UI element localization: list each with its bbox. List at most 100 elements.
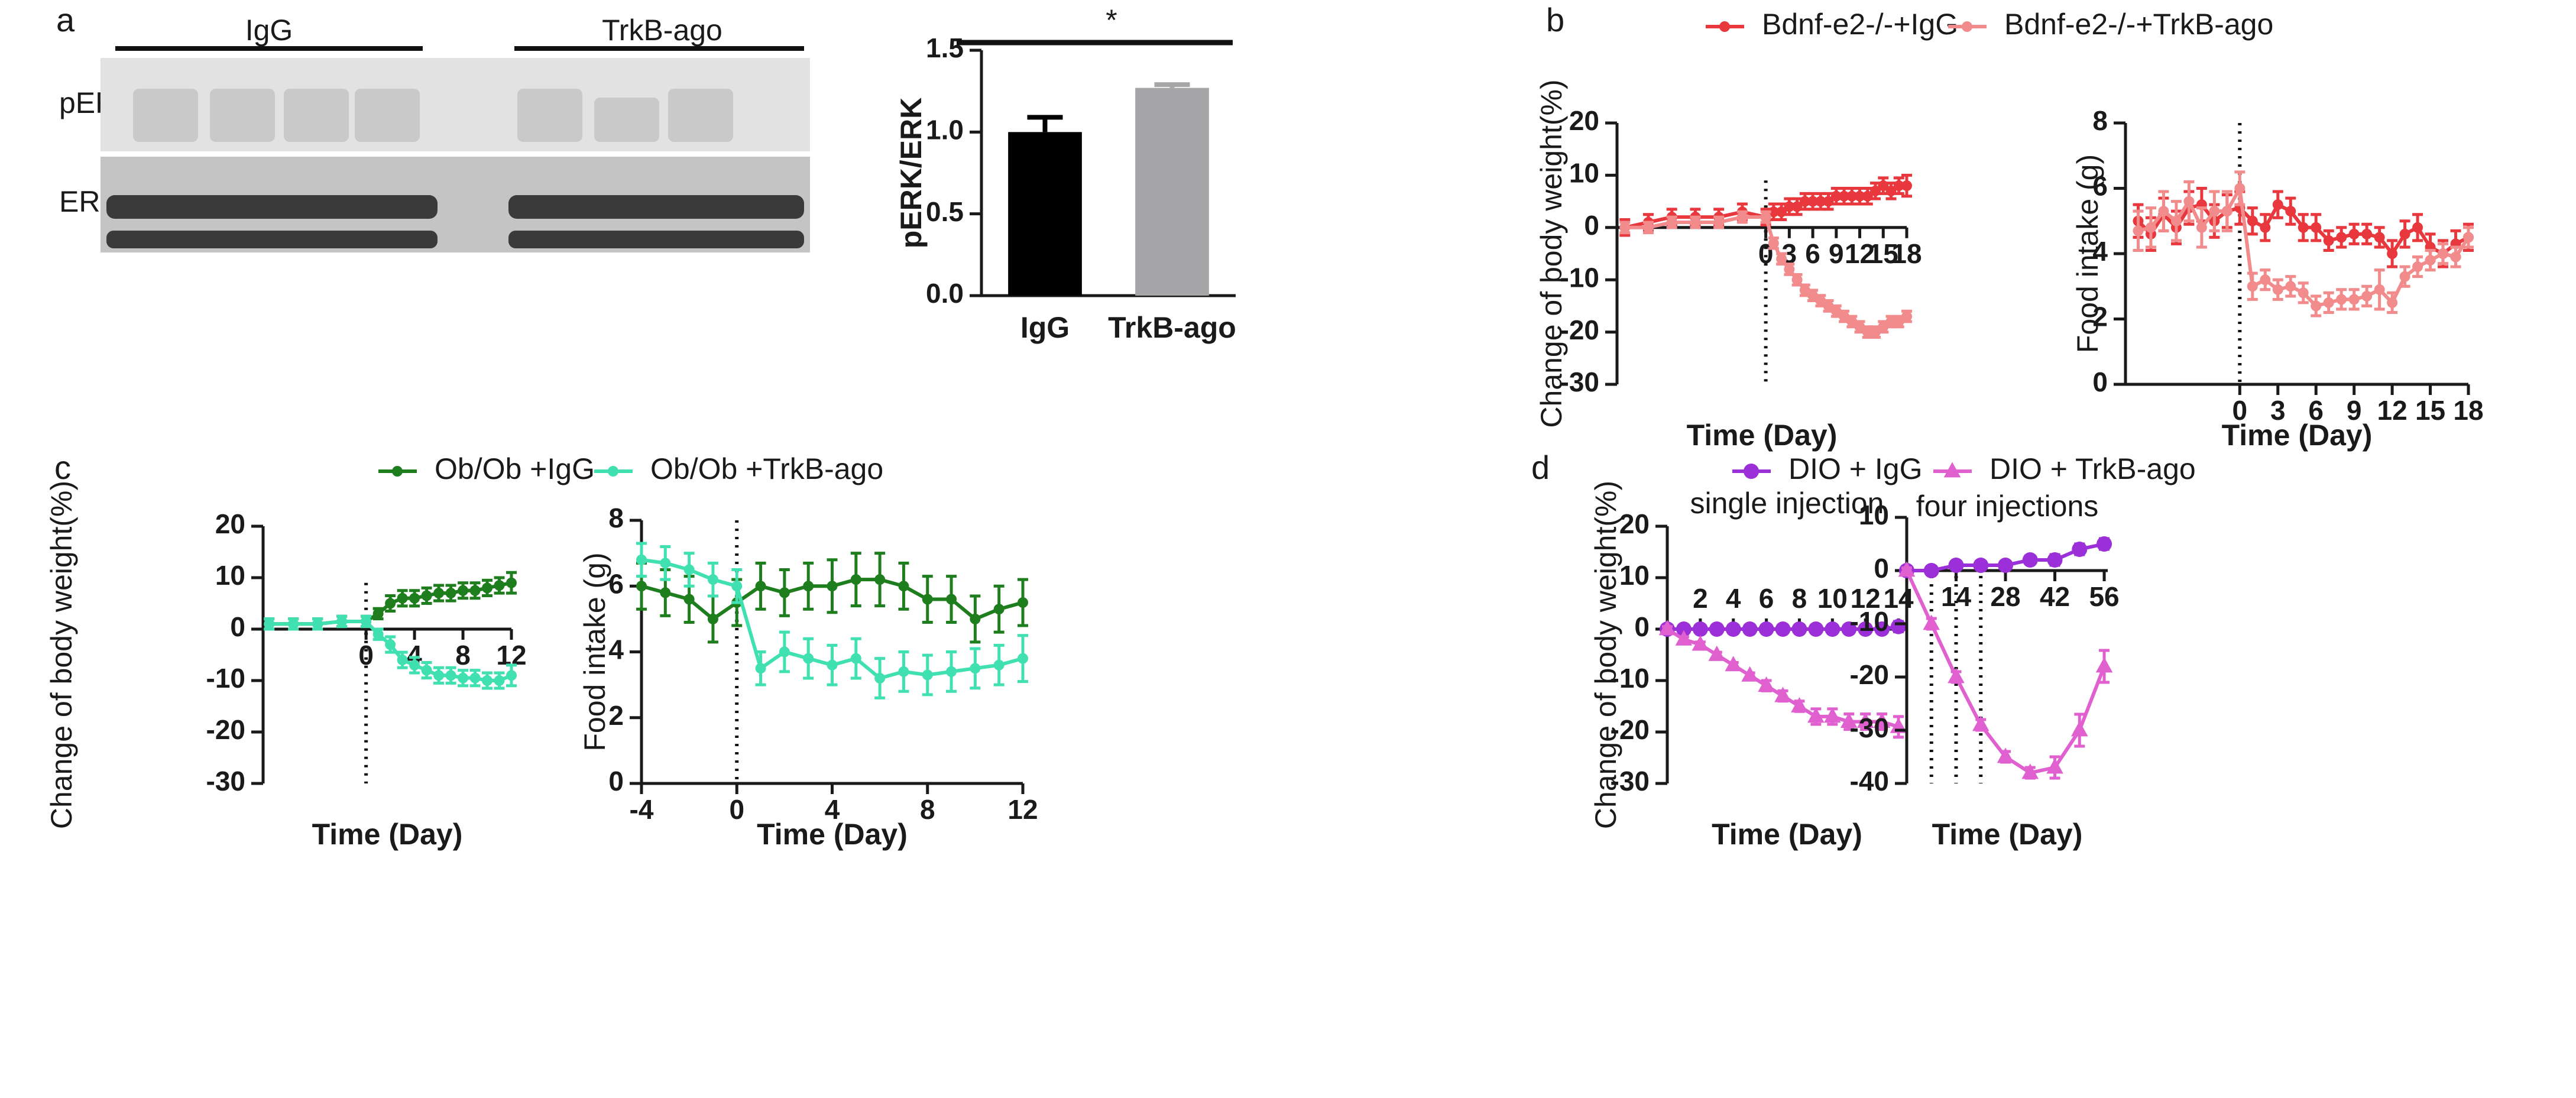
data-point	[922, 594, 933, 605]
data-point	[2336, 294, 2347, 305]
data-point	[2022, 552, 2038, 568]
data-point	[2158, 206, 2169, 217]
data-point	[874, 673, 886, 684]
y-tick-label: 0.0	[926, 278, 964, 309]
x-tick-label: 14	[1941, 581, 1972, 612]
data-point	[397, 592, 408, 604]
x-tick-label: 15	[1868, 238, 1898, 269]
data-point	[1948, 558, 1964, 573]
data-point	[2374, 232, 2385, 243]
x-tick-label: 14	[1883, 583, 1914, 614]
data-point	[1840, 712, 1858, 728]
data-point	[970, 663, 981, 674]
data-point	[827, 581, 838, 592]
data-point	[1736, 212, 1748, 223]
data-point	[2095, 657, 2113, 673]
y-tick-label: 1.0	[926, 114, 964, 145]
legend-label: Bdnf-e2-/-+IgG	[1762, 8, 1958, 41]
data-point	[1775, 621, 1791, 637]
y-tick-label: 0	[1874, 553, 1889, 584]
data-point	[288, 618, 299, 630]
data-point	[2285, 281, 2296, 292]
data-point	[1839, 190, 1850, 202]
y-axis-label: Food intake (g)	[578, 552, 611, 751]
x-axis-label: Time (Day)	[312, 818, 463, 851]
data-point	[2348, 228, 2360, 239]
data-point	[2145, 222, 2156, 233]
data-point	[2047, 552, 2063, 568]
bar	[1008, 132, 1082, 296]
data-point	[494, 580, 505, 591]
data-point	[1846, 316, 1858, 327]
x-tick-label: 4	[1726, 583, 1741, 614]
data-point	[1808, 621, 1824, 637]
y-tick-label: 2	[608, 700, 624, 731]
data-point	[1742, 621, 1758, 637]
y-tick-label: 4	[2092, 236, 2108, 267]
data-point	[1666, 216, 1677, 228]
data-point	[1893, 316, 1904, 327]
data-point	[2450, 251, 2461, 263]
y-tick-label: -20	[1850, 659, 1889, 690]
data-point	[2285, 206, 2296, 217]
y-tick-label: 8	[608, 503, 624, 533]
data-point	[636, 581, 647, 592]
data-point	[2247, 281, 2258, 292]
legend-label: DIO + IgG	[1788, 452, 1922, 485]
data-point	[1713, 216, 1725, 228]
x-tick-label: TrkB-ago	[1108, 311, 1236, 344]
data-point	[458, 672, 469, 684]
x-tick-label: 8	[455, 640, 471, 671]
data-point	[372, 629, 384, 640]
y-axis-label: Change of body weight(%)	[45, 481, 78, 829]
y-tick-label: 0	[2092, 367, 2108, 397]
data-point	[1758, 676, 1775, 692]
data-point	[2070, 721, 2088, 737]
x-tick-label: 12	[1845, 238, 1875, 269]
blot-bands	[133, 89, 733, 142]
x-tick-label: 0	[729, 794, 744, 825]
data-point	[2072, 542, 2088, 557]
data-point	[2311, 300, 2322, 312]
legend-marker	[1744, 464, 1759, 479]
x-tick-label: 6	[2308, 395, 2324, 426]
y-axis-label: pERK/ERK	[895, 98, 928, 249]
data-point	[2425, 255, 2436, 266]
data-point	[1807, 707, 1825, 723]
y-tick-label: 20	[215, 508, 245, 539]
blot: IgG TrkB-ago pERK ERK	[59, 14, 810, 252]
legend-marker	[1719, 21, 1730, 32]
data-point	[361, 616, 372, 627]
data-point	[779, 587, 790, 598]
data-point	[2323, 235, 2334, 246]
data-point	[1642, 222, 1654, 233]
data-point	[1658, 620, 1676, 636]
data-point	[1873, 712, 1891, 728]
data-point	[1841, 621, 1857, 637]
data-point	[993, 604, 1005, 615]
y-axis-label: Change of body weight(%)	[1535, 79, 1568, 427]
data-point	[1893, 180, 1904, 192]
data-point	[409, 592, 420, 604]
y-tick-label: -40	[1850, 766, 1889, 796]
data-point	[660, 587, 671, 598]
data-point	[683, 594, 695, 605]
data-point	[1997, 747, 2014, 763]
data-point	[1807, 196, 1819, 207]
x-tick-label: 6	[1805, 238, 1820, 269]
data-point	[970, 613, 981, 624]
legend-marker	[1962, 21, 1972, 32]
y-tick-label: -30	[1850, 712, 1889, 743]
x-tick-label: 8	[1792, 583, 1807, 614]
data-point	[1791, 274, 1803, 286]
data-point	[421, 590, 432, 601]
data-point	[1923, 563, 1939, 578]
blot-lane-label: TrkB-ago	[602, 14, 722, 47]
data-point	[707, 613, 718, 624]
x-axis-label: Time (Day)	[1712, 818, 1862, 851]
y-axis-label: Change of body weight(%)	[1589, 481, 1622, 829]
data-point	[850, 653, 861, 664]
data-point	[850, 574, 861, 585]
data-point	[1878, 321, 1889, 332]
